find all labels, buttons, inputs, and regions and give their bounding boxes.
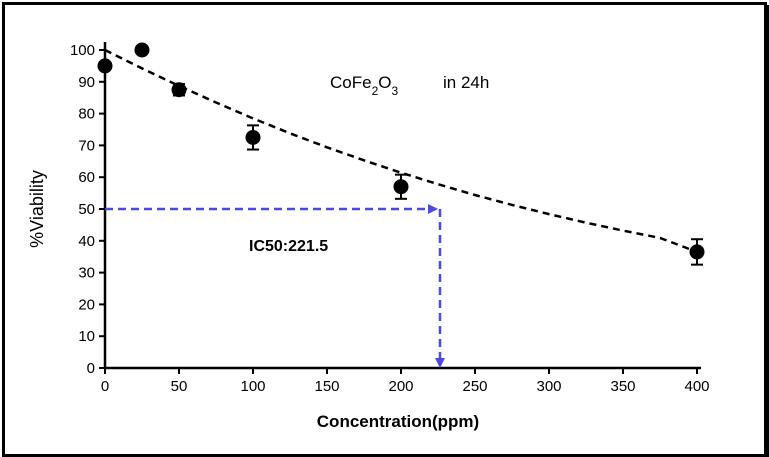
data-point [245,129,261,145]
y-tick-label: 30 [78,265,95,282]
x-tick-label: 200 [388,378,413,395]
data-point [171,82,187,98]
data-point [134,42,150,58]
x-tick-label: 50 [171,378,188,395]
y-tick-label: 10 [78,328,95,345]
data-point [689,244,705,260]
x-tick-label: 100 [240,378,265,395]
data-point [97,58,113,74]
y-tick-label: 20 [78,296,95,313]
y-tick-label: 70 [78,137,95,154]
x-tick-label: 150 [314,378,339,395]
axes: 0 10 20 30 40 50 60 70 80 90 100 0 50 100 150 200 250 300… [70,42,710,395]
ic50-label: IC50:221.5 [249,238,328,255]
x-axis-title: Concentration(ppm) [317,412,479,431]
x-tick-label: 350 [610,378,635,395]
y-tick-label: 0 [87,360,95,377]
data-point [393,179,409,195]
y-tick-label: 60 [78,169,95,186]
formula-sub2: 3 [392,84,399,98]
x-tick-label: 300 [536,378,561,395]
ic50-guides [105,204,445,368]
x-tick-label: 400 [684,378,709,395]
time-annotation: in 24h [443,73,489,92]
formula-annotation: CoFe2O3 [330,73,399,98]
x-tick-label: 0 [101,378,109,395]
x-tick-label: 250 [462,378,487,395]
fit-curve-group [104,48,698,254]
y-tick-label: 40 [78,233,95,250]
y-axis-title: %Viability [27,170,47,248]
y-tick-label: 90 [78,74,95,91]
formula-mid: O [378,73,391,92]
data-points [97,42,705,266]
fit-curve [104,48,698,254]
y-tick-label: 100 [70,42,95,59]
formula-sub1: 2 [372,84,379,98]
formula-base: CoFe [330,73,372,92]
y-tick-label: 50 [78,201,95,218]
y-tick-label: 80 [78,106,95,123]
